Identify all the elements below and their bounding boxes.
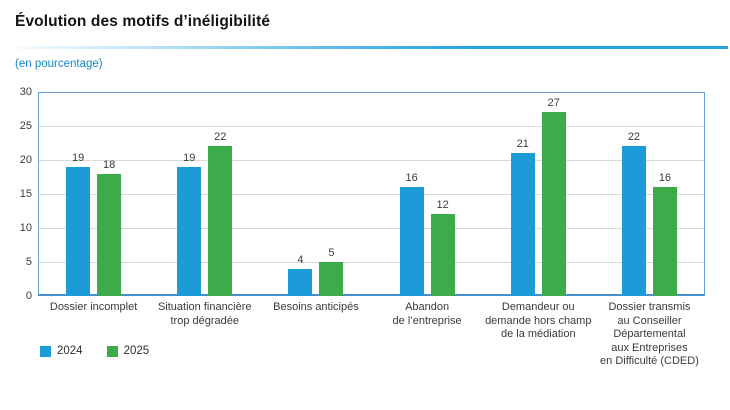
- y-axis-tick-label: 5: [25, 256, 32, 268]
- bar-value-label: 21: [516, 138, 529, 150]
- category-label-line: Abandon: [405, 301, 450, 313]
- y-axis-tick-label: 25: [19, 120, 32, 132]
- bar-column-2025: 5: [319, 247, 344, 296]
- x-axis-category-labels: Dossier incomplet Situation financière tro…: [38, 301, 705, 369]
- bar-group: 19 18: [38, 92, 149, 296]
- y-axis-tick-label: 10: [19, 222, 32, 234]
- bar-value-label: 18: [102, 159, 116, 171]
- bar-column-2024: 19: [66, 152, 91, 296]
- bar-value-label: 5: [328, 247, 335, 259]
- category-label-line: Dossier incomplet: [49, 301, 138, 313]
- legend-swatch-2024: [40, 345, 51, 357]
- gridline: [39, 194, 704, 195]
- bar-column-2025: 22: [208, 131, 233, 296]
- gridline: [39, 262, 704, 263]
- chart-subtitle: (en pourcentage): [15, 58, 103, 70]
- category-label: Situation financière trop dégradée: [149, 301, 260, 369]
- bar-pair: 16 12: [399, 172, 455, 296]
- category-label-line: Besoins anticipés: [273, 301, 359, 313]
- bar-group: 22 16: [594, 92, 705, 296]
- y-axis-tick-label: 15: [19, 188, 32, 200]
- bar-group: 19 22: [149, 92, 260, 296]
- bar-2024: [66, 167, 91, 296]
- bar-group: 16 12: [372, 92, 483, 296]
- bar-column-2025: 16: [652, 172, 677, 296]
- legend: 2024 2025: [40, 345, 149, 357]
- bar-2025: [652, 187, 677, 296]
- bar-value-label: 12: [436, 199, 449, 211]
- bar-column-2025: 27: [541, 97, 566, 296]
- bar-2024: [288, 269, 313, 296]
- chart-title: Évolution des motifs d’inéligibilité: [15, 13, 271, 30]
- bar-2025: [319, 262, 344, 296]
- category-label: Besoins anticipés: [260, 301, 371, 369]
- y-axis-tick-label: 0: [25, 290, 32, 302]
- bar-value-label: 22: [627, 131, 641, 143]
- legend-label: 2025: [123, 345, 150, 357]
- bar-column-2025: 12: [430, 199, 455, 296]
- bar-pair: 19 18: [66, 152, 122, 296]
- bar-2024: [510, 153, 535, 296]
- bar-column-2024: 22: [621, 131, 646, 296]
- bar-column-2025: 18: [97, 159, 122, 296]
- bar-2024: [621, 146, 646, 296]
- bar-value-label: 19: [183, 152, 196, 164]
- category-label: Demandeur ou demande hors champ de la médi…: [483, 301, 594, 369]
- bar-value-label: 4: [297, 254, 304, 266]
- legend-label: 2024: [57, 345, 83, 357]
- bar-value-label: 16: [658, 172, 672, 184]
- category-label-line: Demandeur ou: [501, 301, 575, 313]
- legend-item-2025: 2025: [106, 345, 150, 357]
- bar-column-2024: 19: [177, 152, 202, 296]
- category-label-line: Dossier transmis: [608, 301, 691, 313]
- bar-2024: [399, 187, 424, 296]
- bar-value-label: 16: [405, 172, 418, 184]
- bar-pair: 19 22: [177, 131, 233, 296]
- bar-pair: 22 16: [621, 131, 677, 296]
- bar-pair: 21 27: [510, 97, 566, 296]
- bar-2024: [177, 167, 202, 296]
- category-label-line: de l’entreprise: [392, 314, 462, 327]
- legend-item-2024: 2024: [40, 345, 83, 357]
- plot-area-frame: [38, 92, 705, 296]
- category-label-line: de la médiation: [500, 328, 576, 340]
- category-label: Dossier incomplet: [38, 301, 149, 369]
- bar-column-2024: 4: [288, 254, 313, 296]
- gridline: [39, 160, 704, 161]
- bar-2025: [430, 214, 455, 296]
- category-label-line: trop dégradée: [170, 314, 240, 327]
- bar-group: 21 27: [483, 92, 594, 296]
- category-label-line: Situation financière: [157, 301, 252, 313]
- bar-value-label: 22: [214, 131, 227, 143]
- gridline: [39, 126, 704, 127]
- category-label: Dossier transmis au Conseiller Département…: [594, 301, 705, 369]
- y-axis-tick-label: 20: [19, 154, 32, 166]
- category-label-line: Départemental: [613, 328, 686, 340]
- bar-value-label: 27: [547, 97, 560, 109]
- gridlines: [38, 92, 705, 296]
- bar-column-2024: 16: [399, 172, 424, 296]
- legend-swatch-2025: [106, 345, 118, 357]
- title-underline-rule: [15, 46, 728, 49]
- category-label-line: demande hors champ: [485, 314, 592, 327]
- y-axis-tick-label: 30: [19, 86, 32, 98]
- gridline: [39, 228, 704, 229]
- bar-2025: [541, 112, 566, 296]
- bar-2025: [208, 146, 233, 296]
- category-label-line: aux Entreprises: [611, 341, 688, 354]
- bar-groups: 19 18 19 22 4 5 16 12 21 27 22 16: [38, 92, 705, 296]
- bar-2025: [97, 174, 122, 296]
- category-label-line: en Difficulté (CDED): [600, 355, 699, 367]
- category-label-line: au Conseiller: [617, 314, 682, 327]
- bar-column-2024: 21: [510, 138, 535, 296]
- category-label: Abandon de l’entreprise: [372, 301, 483, 369]
- bar-value-label: 19: [71, 152, 85, 164]
